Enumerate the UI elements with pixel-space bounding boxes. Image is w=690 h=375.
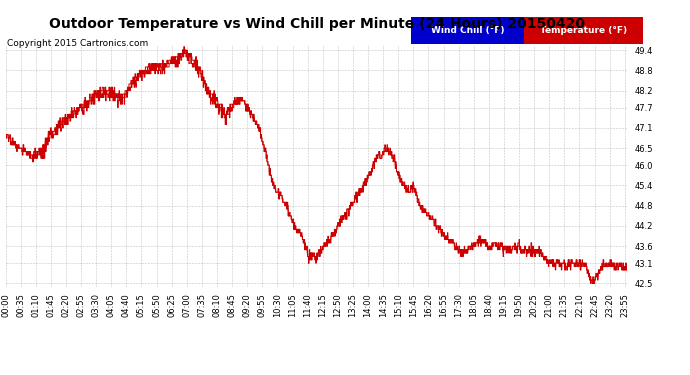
Text: Outdoor Temperature vs Wind Chill per Minute (24 Hours) 20150420: Outdoor Temperature vs Wind Chill per Mi…	[50, 17, 585, 31]
Text: Temperature (°F): Temperature (°F)	[540, 26, 627, 35]
Text: Copyright 2015 Cartronics.com: Copyright 2015 Cartronics.com	[7, 39, 148, 48]
Text: Wind Chill (°F): Wind Chill (°F)	[431, 26, 504, 35]
